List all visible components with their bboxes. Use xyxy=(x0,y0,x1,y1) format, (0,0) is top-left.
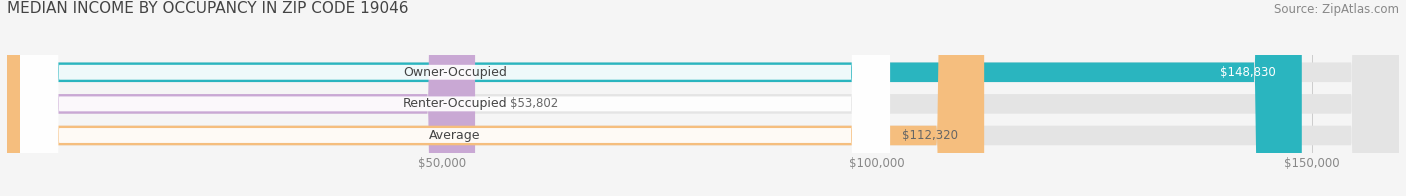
Text: Average: Average xyxy=(429,129,481,142)
FancyBboxPatch shape xyxy=(7,0,475,196)
Text: Owner-Occupied: Owner-Occupied xyxy=(404,66,508,79)
Text: Renter-Occupied: Renter-Occupied xyxy=(402,97,508,110)
FancyBboxPatch shape xyxy=(7,0,1302,196)
FancyBboxPatch shape xyxy=(7,0,1399,196)
Text: Source: ZipAtlas.com: Source: ZipAtlas.com xyxy=(1274,3,1399,16)
FancyBboxPatch shape xyxy=(20,0,890,196)
Text: $53,802: $53,802 xyxy=(510,97,558,110)
FancyBboxPatch shape xyxy=(20,0,890,196)
Text: $112,320: $112,320 xyxy=(903,129,957,142)
FancyBboxPatch shape xyxy=(7,0,1399,196)
Text: $148,830: $148,830 xyxy=(1220,66,1275,79)
Text: MEDIAN INCOME BY OCCUPANCY IN ZIP CODE 19046: MEDIAN INCOME BY OCCUPANCY IN ZIP CODE 1… xyxy=(7,1,409,16)
FancyBboxPatch shape xyxy=(7,0,984,196)
FancyBboxPatch shape xyxy=(7,0,1399,196)
FancyBboxPatch shape xyxy=(20,0,890,196)
